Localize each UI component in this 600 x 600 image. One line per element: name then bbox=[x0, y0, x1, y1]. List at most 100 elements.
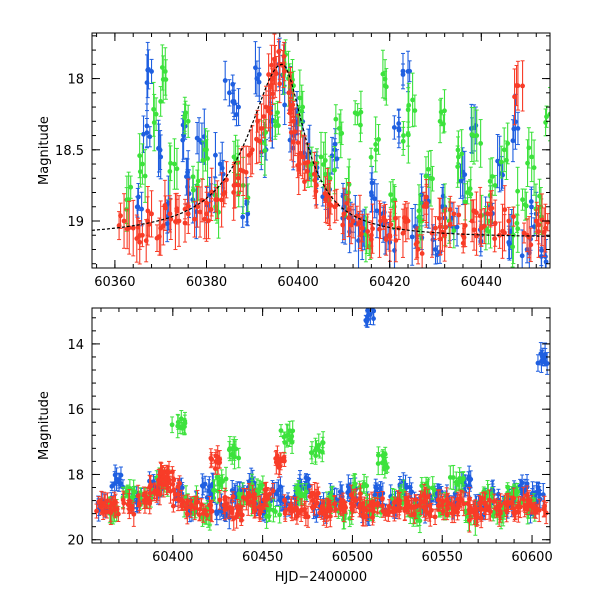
data-point bbox=[526, 145, 532, 151]
data-point bbox=[416, 214, 422, 220]
data-point bbox=[233, 156, 238, 162]
data-point bbox=[205, 156, 210, 161]
data-point bbox=[498, 159, 504, 165]
data-point bbox=[334, 497, 340, 503]
data-point bbox=[471, 227, 477, 233]
data-point bbox=[537, 193, 542, 199]
data-point bbox=[299, 108, 305, 114]
data-point bbox=[430, 176, 435, 182]
data-point bbox=[405, 132, 411, 138]
data-point bbox=[112, 472, 118, 478]
data-point bbox=[502, 207, 508, 213]
data-point bbox=[387, 234, 393, 240]
data-point bbox=[365, 308, 371, 313]
data-point bbox=[300, 104, 306, 110]
data-point bbox=[287, 428, 293, 434]
data-point bbox=[520, 83, 525, 89]
data-point bbox=[293, 485, 299, 491]
data-point bbox=[377, 226, 382, 232]
data-point bbox=[151, 106, 156, 112]
data-point bbox=[167, 211, 173, 217]
data-point bbox=[114, 506, 120, 512]
data-point bbox=[162, 69, 168, 74]
data-point bbox=[551, 101, 556, 106]
data-point bbox=[128, 184, 134, 190]
data-point bbox=[121, 218, 127, 224]
data-point bbox=[492, 182, 498, 188]
data-point bbox=[514, 83, 519, 88]
data-point bbox=[391, 125, 397, 130]
data-point bbox=[174, 208, 180, 214]
data-point bbox=[175, 423, 181, 429]
data-point bbox=[520, 197, 525, 203]
data-point bbox=[373, 142, 379, 147]
data-point bbox=[149, 211, 154, 217]
data-point bbox=[277, 512, 283, 518]
data-point bbox=[544, 114, 549, 120]
data-point bbox=[438, 236, 443, 242]
data-point bbox=[412, 108, 418, 114]
data-point bbox=[236, 491, 242, 497]
data-point bbox=[327, 202, 333, 208]
data-point bbox=[167, 168, 173, 174]
data-point bbox=[393, 238, 399, 243]
data-point bbox=[296, 161, 302, 167]
data-point bbox=[273, 71, 279, 77]
y-axis-label: Magnitude bbox=[37, 116, 52, 185]
data-point bbox=[417, 218, 423, 224]
data-point bbox=[195, 178, 201, 184]
data-point bbox=[142, 173, 148, 179]
data-point bbox=[421, 204, 427, 209]
data-point bbox=[137, 169, 143, 175]
data-point bbox=[348, 222, 354, 228]
data-point bbox=[215, 488, 221, 494]
data-point bbox=[443, 224, 449, 230]
data-point bbox=[515, 126, 521, 131]
data-point bbox=[185, 118, 191, 124]
data-point bbox=[333, 116, 339, 122]
data-point bbox=[505, 484, 511, 490]
data-point bbox=[235, 175, 241, 181]
x-tick-label: 60380 bbox=[186, 275, 227, 290]
data-point bbox=[441, 121, 446, 127]
data-point bbox=[236, 104, 241, 110]
data-point bbox=[282, 102, 288, 108]
data-point bbox=[383, 218, 388, 224]
data-point bbox=[134, 236, 140, 242]
data-point bbox=[413, 241, 419, 247]
data-point bbox=[226, 447, 232, 453]
data-point bbox=[459, 151, 465, 157]
data-point bbox=[365, 228, 371, 234]
data-point bbox=[538, 351, 544, 357]
data-point bbox=[357, 221, 362, 227]
data-point bbox=[259, 126, 264, 131]
data-point bbox=[531, 165, 537, 171]
data-point bbox=[536, 222, 542, 228]
data-point bbox=[433, 225, 438, 231]
x-tick-label: 60360 bbox=[94, 275, 135, 290]
x-tick-label: 60420 bbox=[369, 275, 410, 290]
data-point bbox=[366, 312, 371, 318]
data-point bbox=[263, 104, 269, 110]
data-point bbox=[216, 479, 222, 485]
data-point bbox=[245, 211, 251, 217]
data-point bbox=[182, 113, 188, 118]
data-point bbox=[462, 199, 468, 205]
data-point bbox=[412, 223, 418, 229]
data-point bbox=[139, 161, 145, 167]
data-point bbox=[109, 483, 115, 489]
data-point bbox=[388, 192, 394, 198]
data-point bbox=[253, 65, 258, 71]
data-point bbox=[487, 178, 493, 184]
data-point bbox=[512, 94, 517, 100]
data-point bbox=[300, 154, 306, 160]
data-point bbox=[124, 488, 130, 494]
data-point bbox=[434, 252, 440, 258]
data-point bbox=[369, 192, 375, 198]
data-point bbox=[358, 231, 364, 237]
data-point bbox=[139, 206, 145, 212]
data-point bbox=[284, 433, 290, 438]
data-point bbox=[236, 455, 242, 461]
data-point bbox=[311, 171, 317, 177]
data-point bbox=[372, 196, 378, 202]
